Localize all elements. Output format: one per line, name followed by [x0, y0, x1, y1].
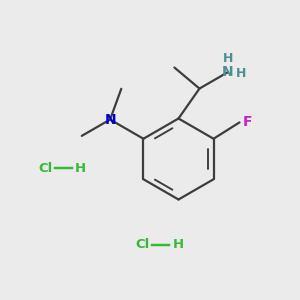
Text: H: H — [75, 161, 86, 175]
Text: H: H — [223, 52, 233, 65]
Text: H: H — [172, 238, 184, 251]
Text: Cl: Cl — [136, 238, 150, 251]
Text: H: H — [236, 67, 247, 80]
Text: N: N — [222, 65, 234, 79]
Text: Cl: Cl — [38, 161, 52, 175]
Text: N: N — [104, 112, 116, 127]
Text: F: F — [243, 116, 252, 129]
